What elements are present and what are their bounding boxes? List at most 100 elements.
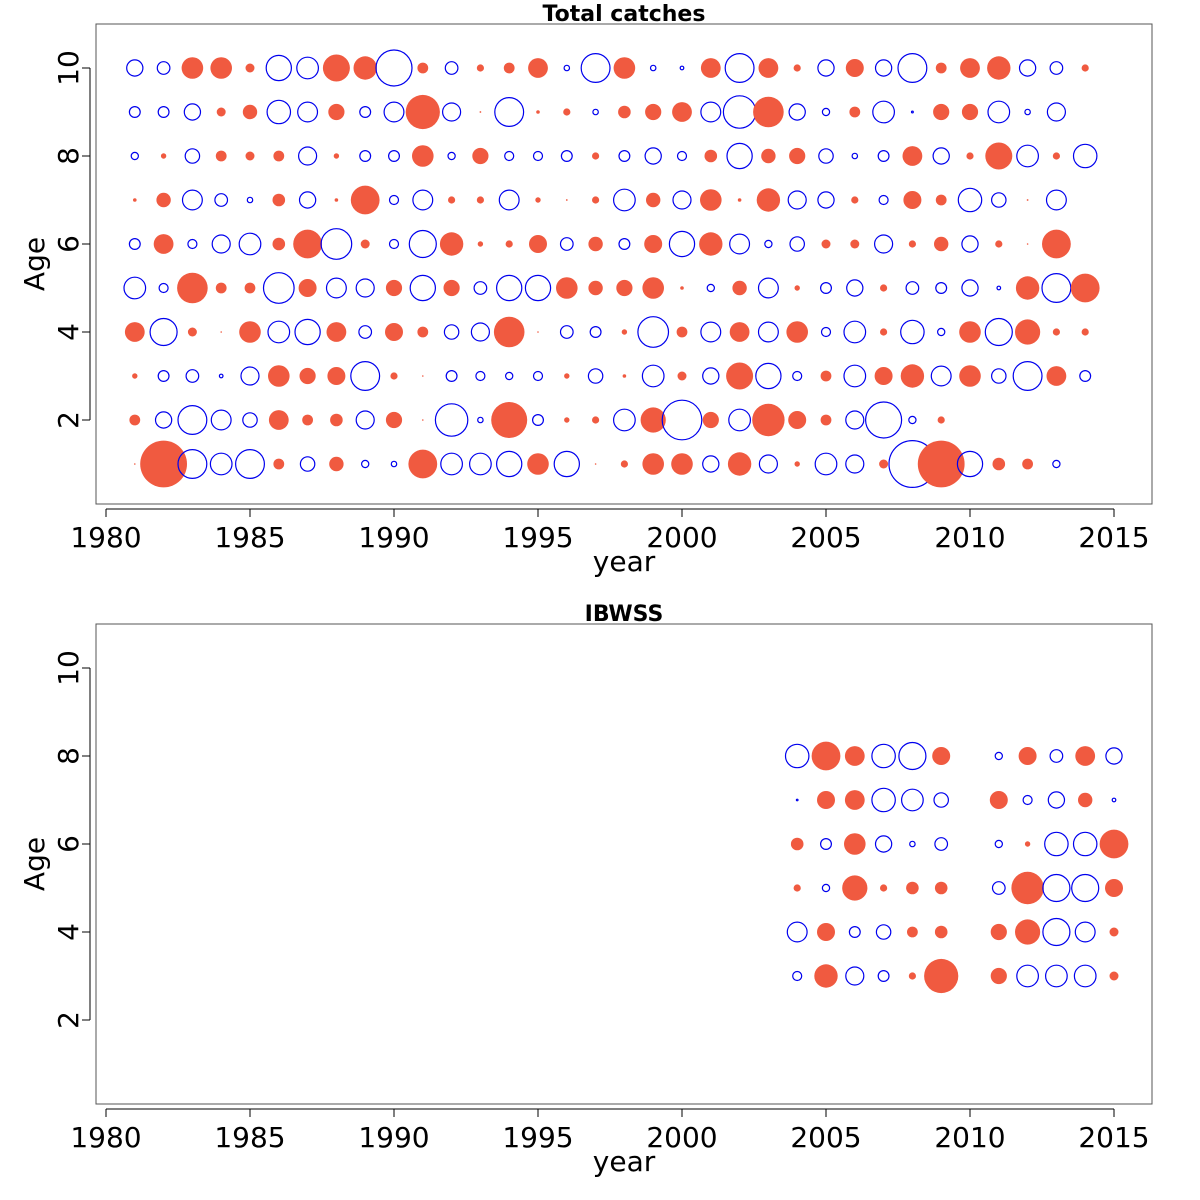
bubble-age-10-year-1987 [296,56,320,80]
bubble-age-7-year-1986 [272,193,286,207]
bubble-age-10-year-2012 [1018,59,1037,77]
bubble-age-10-year-1996 [563,64,571,72]
bubble-age-7-year-2011 [989,791,1008,809]
bubble-age-2-year-1994 [491,402,528,438]
bubble-age-5-year-2013 [1041,273,1072,304]
bubble-age-2-year-2004 [788,411,807,429]
x-tick-label: 2010 [934,521,1005,554]
bubble-age-8-year-2011 [994,751,1004,761]
bubble-age-7-year-2013 [1045,189,1067,211]
bubble-age-1-year-1989 [361,459,370,469]
bubble-age-10-year-1989 [353,56,377,80]
bubble-age-4-year-1992 [443,324,460,340]
bubble-age-6-year-1984 [211,234,231,254]
bubble-age-7-year-2014 [1078,792,1093,808]
bubble-age-4-year-1989 [358,325,373,339]
bubble-age-2-year-1995 [531,414,544,427]
y-tick-label: 6 [52,835,85,853]
bubble-age-5-year-2001 [706,283,716,293]
bubble-age-5-year-2008 [905,281,920,295]
bubble-age-6-year-1999 [644,235,663,253]
bubble-age-9-year-1997 [592,108,599,116]
bubble-age-10-year-2008 [897,52,928,83]
bubble-age-10-year-1991 [417,62,429,74]
bubble-age-10-year-2007 [874,59,893,77]
bubble-age-4-year-1983 [187,327,197,337]
bubble-age-10-year-1995 [528,58,548,78]
bubble-age-10-year-2006 [845,59,864,77]
bubble-age-2-year-1985 [242,412,258,428]
bubble-age-8-year-2008 [898,741,927,771]
bubble-age-5-year-1995 [524,274,552,302]
bubble-age-7-year-2005 [817,191,835,209]
bubble-age-4-year-2004 [786,921,808,943]
bubble-age-7-year-2011 [990,192,1007,208]
bubble-age-5-year-2012 [1015,276,1040,300]
bubble-age-10-year-2003 [758,58,779,78]
x-tick-label: 1985 [214,521,285,554]
bubble-age-3-year-2013 [1046,366,1067,386]
x-axis: 1980 1985 1990 1995 2000 2005 2010 2015 [70,508,1150,554]
bubble-age-8-year-2004 [784,743,810,769]
bubble-age-9-year-2006 [849,106,861,118]
y-tick-label: 10 [52,650,85,686]
bubble-age-4-year-2015 [1109,927,1119,937]
panel-ibwss: IBWSS 1980 1985 1990 1995 2000 2005 2010 2015 2… [18,602,1153,1178]
bubble-age-8-year-1981 [130,151,139,161]
bubble-age-6-year-2007 [873,234,894,254]
bubble-age-6-year-2012 [1026,243,1029,245]
bubble-age-8-year-2009 [932,147,950,165]
bubble-age-4-year-2002 [729,322,750,342]
bubble-age-7-year-1993 [476,196,484,204]
bubble-age-6-year-2000 [668,230,696,258]
bubble-age-1-year-2004 [794,461,800,467]
bubble-age-3-year-1990 [390,372,398,380]
bubble-age-8-year-1993 [472,147,489,165]
bubble-age-1-year-1986 [273,458,285,470]
bubble-age-10-year-2004 [793,64,801,72]
panel-title: Total catches [543,2,706,27]
bubble-age-9-year-1987 [297,101,319,123]
bubble-age-10-year-1999 [649,64,657,72]
bubble-age-6-year-1991 [408,229,437,259]
bubble-age-8-year-1996 [560,150,573,163]
bubble-age-10-year-1993 [476,64,484,72]
bubble-age-3-year-2012 [1012,361,1043,392]
bubble-age-4-year-2013 [1052,328,1060,336]
bubble-age-7-year-2006 [851,196,859,204]
bubble-age-6-year-2007 [874,835,893,853]
bubble-age-8-year-2011 [985,142,1013,170]
bubble-age-3-year-1989 [350,361,381,392]
bubble-age-9-year-1982 [157,105,170,118]
bubble-age-3-year-2014 [1079,370,1092,383]
bubble-age-8-year-1995 [532,150,544,162]
bubble-age-6-year-1993 [477,241,484,247]
bubble-age-10-year-1990 [375,49,413,87]
bubble-age-8-year-2005 [811,741,841,771]
bubble-age-2-year-1987 [302,414,313,426]
bubble-age-6-year-2012 [1024,841,1031,847]
bubble-age-5-year-2009 [935,282,948,295]
bubble-age-9-year-2012 [1024,108,1031,116]
y-axis: 2 4 6 8 10 [52,650,91,1029]
bubble-age-7-year-2012 [1022,794,1033,806]
bubble-age-9-year-2001 [700,101,722,123]
bubble-age-3-year-1986 [268,365,290,387]
bubble-age-2-year-2000 [661,399,703,441]
bubble-age-4-year-2008 [907,926,918,938]
bubble-age-9-year-1996 [563,108,571,116]
y-tick-label: 4 [52,323,85,341]
x-tick-label: 1980 [70,1121,141,1154]
bubble-age-9-year-2013 [1046,102,1067,122]
bubble-age-5-year-2007 [880,884,888,892]
bubble-age-1-year-2013 [1052,459,1061,469]
bubble-age-7-year-1983 [181,189,203,211]
bubble-age-8-year-1994 [504,150,515,162]
bubble-age-8-year-1988 [333,153,340,159]
bubble-age-6-year-2006 [844,833,866,855]
bubble-age-2-year-1984 [210,409,232,431]
bubble-age-1-year-2000 [671,453,693,475]
bubble-age-4-year-2014 [1081,328,1089,336]
bubble-age-3-year-2011 [990,967,1007,985]
bubble-age-1-year-1982 [140,440,188,488]
